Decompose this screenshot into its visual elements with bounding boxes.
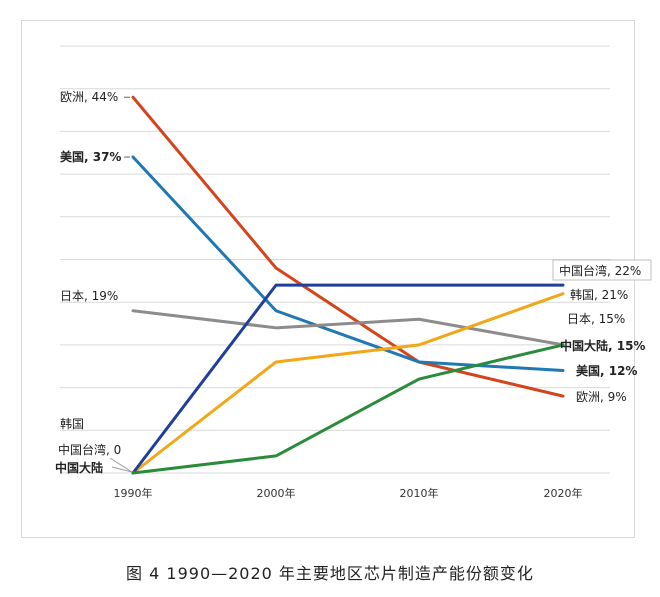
end-data-label: 日本, 15% — [567, 312, 625, 326]
end-data-label: 欧洲, 9% — [576, 390, 627, 404]
series-line — [131, 309, 565, 347]
start-data-label: 中国大陆 — [55, 460, 103, 475]
chart-frame — [21, 20, 635, 538]
start-data-label: 日本, 19% — [60, 289, 118, 303]
start-data-label: 中国台湾, 0 — [58, 442, 121, 457]
end-label-box — [552, 259, 652, 281]
series-line — [131, 95, 565, 398]
x-tick-label: 1990年 — [114, 486, 153, 500]
x-tick-label: 2010年 — [400, 486, 439, 500]
end-data-label: 中国大陆, 15% — [560, 338, 645, 353]
start-data-label: 美国, 37% — [60, 149, 121, 164]
series-line — [131, 292, 565, 475]
figure-caption: 图 4 1990—2020 年主要地区芯片制造产能份额变化 — [126, 564, 534, 583]
label-leader — [109, 457, 133, 473]
series-line — [131, 283, 565, 475]
start-data-label: 韩国 — [60, 416, 84, 431]
end-data-label: 中国台湾, 22% — [559, 263, 641, 278]
x-tick-label: 2000年 — [257, 486, 296, 500]
series-line — [131, 155, 565, 373]
line-chart: 1990年 2000年 2010年 2020年 欧洲, 44% 美国, 37% 日本, 19… — [55, 45, 652, 500]
label-leader — [111, 466, 133, 473]
end-data-label: 韩国, 21% — [570, 287, 628, 302]
start-data-label: 欧洲, 44% — [60, 90, 118, 104]
series-line — [131, 343, 565, 475]
x-tick-label: 2020年 — [544, 486, 583, 500]
end-data-label: 美国, 12% — [576, 363, 637, 378]
